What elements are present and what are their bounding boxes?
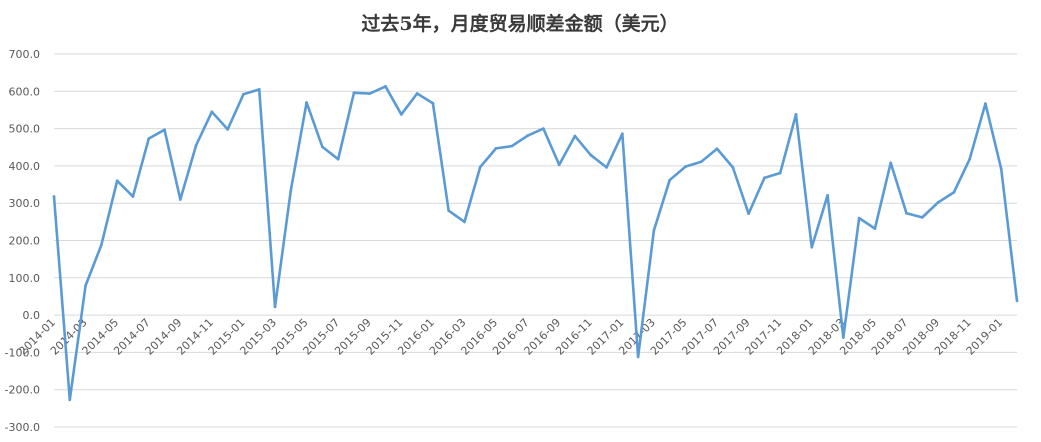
data-point <box>415 92 419 95</box>
y-tick-label: 200.0 <box>9 235 41 248</box>
data-point <box>920 215 924 219</box>
data-point <box>684 165 687 169</box>
data-point <box>826 193 829 197</box>
y-tick-label: -100.0 <box>5 346 40 359</box>
data-point <box>384 85 387 88</box>
data-point <box>794 113 798 116</box>
data-point <box>242 92 245 96</box>
data-point <box>715 147 719 151</box>
data-point <box>905 211 908 215</box>
data-point <box>273 305 277 309</box>
data-point <box>747 212 751 216</box>
data-point <box>368 92 372 95</box>
data-point <box>936 201 940 204</box>
data-point <box>68 398 72 402</box>
data-point <box>99 243 103 247</box>
data-point <box>526 134 530 138</box>
data-point <box>147 137 151 141</box>
data-point <box>857 216 861 220</box>
data-point <box>668 178 672 182</box>
data-point <box>873 227 877 230</box>
data-point <box>320 145 324 149</box>
data-point <box>399 113 403 116</box>
data-point <box>447 209 451 213</box>
data-point <box>226 127 230 131</box>
data-point <box>84 284 87 288</box>
data-point <box>352 91 356 95</box>
data-point <box>620 132 624 136</box>
data-point <box>431 101 435 105</box>
data-point <box>889 161 893 165</box>
data-point <box>305 101 308 104</box>
data-point <box>115 179 119 183</box>
data-point <box>636 355 640 359</box>
data-point <box>257 88 261 91</box>
series-layer <box>52 85 1019 402</box>
y-tick-label: 0.0 <box>23 309 41 322</box>
y-tick-label: 700.0 <box>9 48 41 61</box>
y-tick-label: 400.0 <box>9 160 41 173</box>
y-tick-label: 100.0 <box>9 272 41 285</box>
data-point <box>557 163 561 167</box>
series-line <box>52 85 1019 402</box>
data-point <box>289 189 293 192</box>
data-point <box>541 127 545 130</box>
chart-title: 过去5年，月度贸易顺差金额（美元） <box>361 12 678 35</box>
data-point <box>763 176 766 180</box>
data-point <box>494 146 498 150</box>
y-tick-label: -200.0 <box>5 384 40 397</box>
y-axis-tick-labels: -300.0 -200.0 -100.0 0.0 100.0 200.0 300.0 400.… <box>5 48 40 434</box>
data-point <box>778 171 782 175</box>
data-point <box>589 153 593 157</box>
y-tick-label: 600.0 <box>9 85 41 98</box>
y-tick-label: 300.0 <box>9 197 41 210</box>
data-point <box>131 195 135 198</box>
data-point <box>178 198 182 201</box>
data-point <box>605 165 608 169</box>
data-point <box>999 167 1003 171</box>
data-point <box>573 134 577 138</box>
data-point <box>952 190 956 194</box>
data-point <box>810 245 814 249</box>
data-point <box>510 144 514 148</box>
x-axis-tick-labels: 2014-012014-032014-052014-072014-092014-… <box>16 316 1005 358</box>
data-point <box>1015 299 1019 303</box>
y-tick-label: 500.0 <box>9 123 41 136</box>
data-point <box>984 102 987 106</box>
data-point <box>652 229 656 232</box>
data-point <box>163 128 166 132</box>
data-point <box>731 165 735 169</box>
gridlines <box>54 53 1017 428</box>
data-point <box>210 110 214 114</box>
data-point <box>841 336 845 339</box>
data-point <box>463 220 466 224</box>
data-point <box>699 160 703 164</box>
data-point <box>194 143 198 147</box>
data-point <box>968 157 972 161</box>
y-tick-label: -300.0 <box>5 421 40 434</box>
data-point <box>52 195 56 198</box>
data-point <box>336 157 340 161</box>
data-point <box>478 165 482 169</box>
